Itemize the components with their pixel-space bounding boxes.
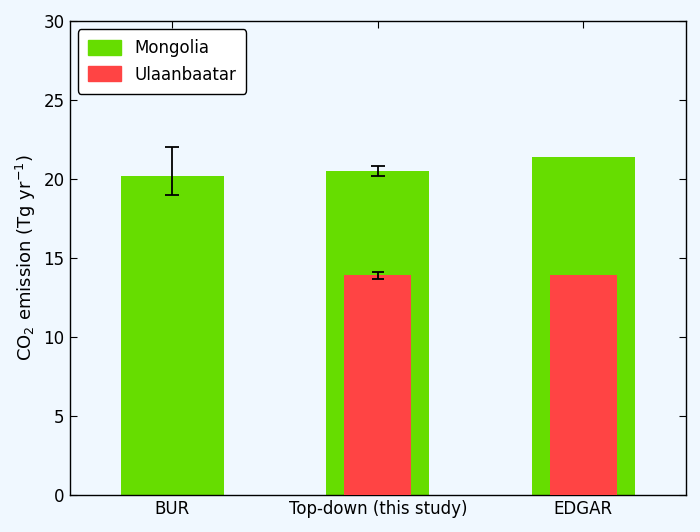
Bar	[121, 176, 224, 495]
Bar	[550, 276, 617, 495]
Y-axis label: CO$_2$ emission (Tg yr$^{-1}$): CO$_2$ emission (Tg yr$^{-1}$)	[14, 155, 38, 361]
Legend: Mongolia, Ulaanbaatar: Mongolia, Ulaanbaatar	[78, 29, 246, 94]
Bar	[532, 157, 635, 495]
Bar	[326, 171, 429, 495]
Bar	[344, 276, 411, 495]
